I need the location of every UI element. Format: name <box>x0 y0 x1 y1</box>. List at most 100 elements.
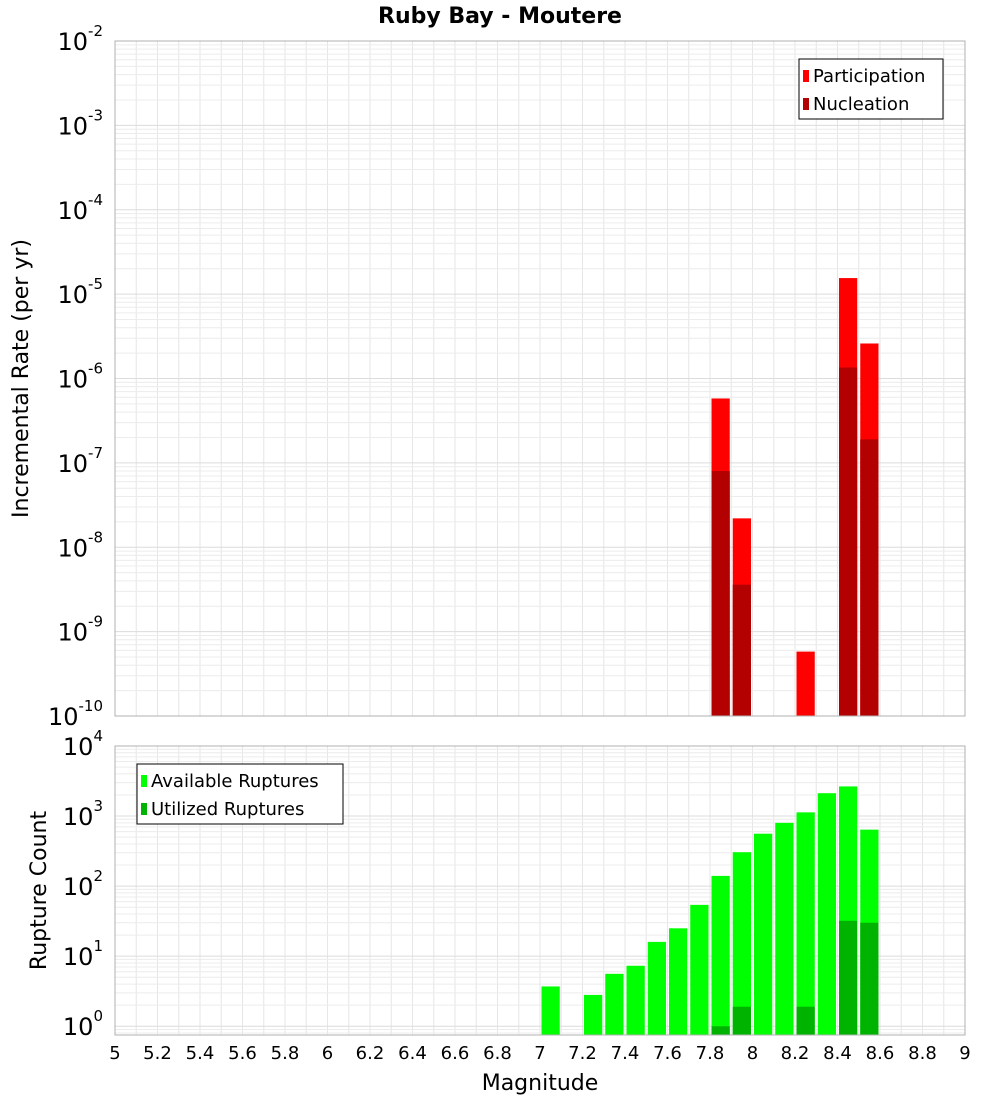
x-tick-label: 8.8 <box>908 1043 937 1064</box>
x-tick-label: 7 <box>534 1043 545 1064</box>
x-tick-label: 9 <box>959 1043 970 1064</box>
bar-available-ruptures <box>584 994 603 1035</box>
y-tick-label: 103 <box>63 797 103 831</box>
y-tick-exponent: 3 <box>93 797 103 815</box>
y-tick-label: 10-6 <box>57 360 103 394</box>
y-tick-base: 10 <box>57 450 88 478</box>
legend-swatch <box>141 775 147 787</box>
x-tick-label: 6.6 <box>441 1043 470 1064</box>
top-plot-border <box>114 40 966 717</box>
y-tick-exponent: -8 <box>88 528 103 546</box>
y-tick-base: 10 <box>63 733 94 761</box>
legend-swatch <box>803 98 809 110</box>
bottom-bars <box>541 786 879 1035</box>
y-tick-base: 10 <box>57 112 88 140</box>
y-tick-label: 102 <box>63 867 103 901</box>
x-tick-label: 6.2 <box>356 1043 385 1064</box>
x-tick-label: 5 <box>109 1043 120 1064</box>
chart-title: Ruby Bay - Moutere <box>378 4 622 29</box>
x-tick-label: 6.8 <box>483 1043 512 1064</box>
legend-swatch <box>141 803 147 815</box>
y-tick-base: 10 <box>57 197 88 225</box>
bar-utilized-ruptures <box>732 1006 751 1035</box>
y-tick-base: 10 <box>63 803 94 831</box>
top-bars <box>711 278 879 716</box>
top-grid <box>114 40 966 717</box>
y-tick-base: 10 <box>63 943 94 971</box>
bar-participation <box>796 651 815 716</box>
y-tick-base: 10 <box>63 1013 94 1041</box>
legend-box <box>136 763 344 825</box>
x-tick-label: 5.6 <box>228 1043 257 1064</box>
legend-label: Participation <box>813 66 925 87</box>
y-tick-exponent: 2 <box>93 867 103 885</box>
y-tick-label: 100 <box>63 1007 103 1041</box>
x-tick-label: 7.2 <box>568 1043 597 1064</box>
y-tick-label: 10-4 <box>57 191 103 225</box>
y-tick-label: 10-9 <box>57 613 103 647</box>
bar-utilized-ruptures <box>839 920 858 1035</box>
y-tick-base: 10 <box>63 873 94 901</box>
y-tick-label: 101 <box>63 937 103 971</box>
y-tick-label: 10-7 <box>57 444 103 478</box>
bar-available-ruptures <box>605 973 624 1035</box>
y-tick-label: 104 <box>63 727 103 761</box>
y-tick-exponent: -9 <box>88 613 103 631</box>
x-axis-label: Magnitude <box>482 1071 599 1096</box>
y-tick-base: 10 <box>57 534 88 562</box>
top-y-ticks: 10-210-310-410-510-610-710-810-910-10 <box>48 22 103 731</box>
y-tick-exponent: -7 <box>88 444 103 462</box>
y-tick-label: 10-8 <box>57 528 103 562</box>
bar-available-ruptures <box>796 812 815 1035</box>
x-tick-label: 6 <box>322 1043 333 1064</box>
bar-available-ruptures <box>647 941 666 1035</box>
y-tick-exponent: 1 <box>93 937 103 955</box>
bottom-legend: Available Ruptures Utilized Ruptures <box>136 763 344 825</box>
legend-label: Utilized Ruptures <box>151 799 304 820</box>
bar-available-ruptures <box>690 904 709 1035</box>
y-tick-exponent: 0 <box>93 1007 103 1025</box>
y-tick-label: 10-5 <box>57 275 103 309</box>
legend-label: Nucleation <box>813 94 909 115</box>
bar-nucleation <box>839 367 858 716</box>
y-tick-exponent: -5 <box>88 275 103 293</box>
legend-box <box>798 58 944 120</box>
y-tick-label: 10-3 <box>57 106 103 140</box>
bar-available-ruptures <box>541 986 560 1035</box>
y-tick-base: 10 <box>57 281 88 309</box>
bar-available-ruptures <box>754 833 773 1035</box>
bar-nucleation <box>711 471 730 716</box>
x-tick-label: 8.6 <box>866 1043 895 1064</box>
bar-available-ruptures <box>626 965 645 1035</box>
top-y-axis-label: Incremental Rate (per yr) <box>9 239 34 518</box>
y-tick-exponent: -2 <box>88 22 103 40</box>
bottom-y-axis-label: Rupture Count <box>27 811 52 971</box>
x-tick-label: 7.4 <box>611 1043 640 1064</box>
legend-label: Available Ruptures <box>151 771 319 792</box>
x-tick-label: 6.4 <box>398 1043 427 1064</box>
bar-available-ruptures <box>669 928 688 1035</box>
bar-available-ruptures <box>817 793 836 1035</box>
x-tick-label: 8.2 <box>781 1043 810 1064</box>
y-tick-exponent: 4 <box>93 727 103 745</box>
x-tick-label: 5.8 <box>271 1043 300 1064</box>
x-tick-label: 5.2 <box>143 1043 172 1064</box>
y-tick-base: 10 <box>57 28 88 56</box>
top-panel: 10-210-310-410-510-610-710-810-910-10 In… <box>9 22 966 731</box>
x-tick-label: 8 <box>747 1043 758 1064</box>
bar-utilized-ruptures <box>711 1026 730 1035</box>
y-tick-base: 10 <box>57 366 88 394</box>
y-tick-base: 10 <box>57 619 88 647</box>
bar-nucleation <box>860 439 879 716</box>
y-tick-base: 10 <box>48 703 79 731</box>
bar-nucleation <box>732 584 751 716</box>
y-tick-exponent: -10 <box>79 697 104 715</box>
bar-utilized-ruptures <box>796 1006 815 1035</box>
y-tick-exponent: -4 <box>88 191 103 209</box>
y-tick-label: 10-10 <box>48 697 103 731</box>
bar-available-ruptures <box>775 822 794 1035</box>
x-tick-label: 7.8 <box>696 1043 725 1064</box>
